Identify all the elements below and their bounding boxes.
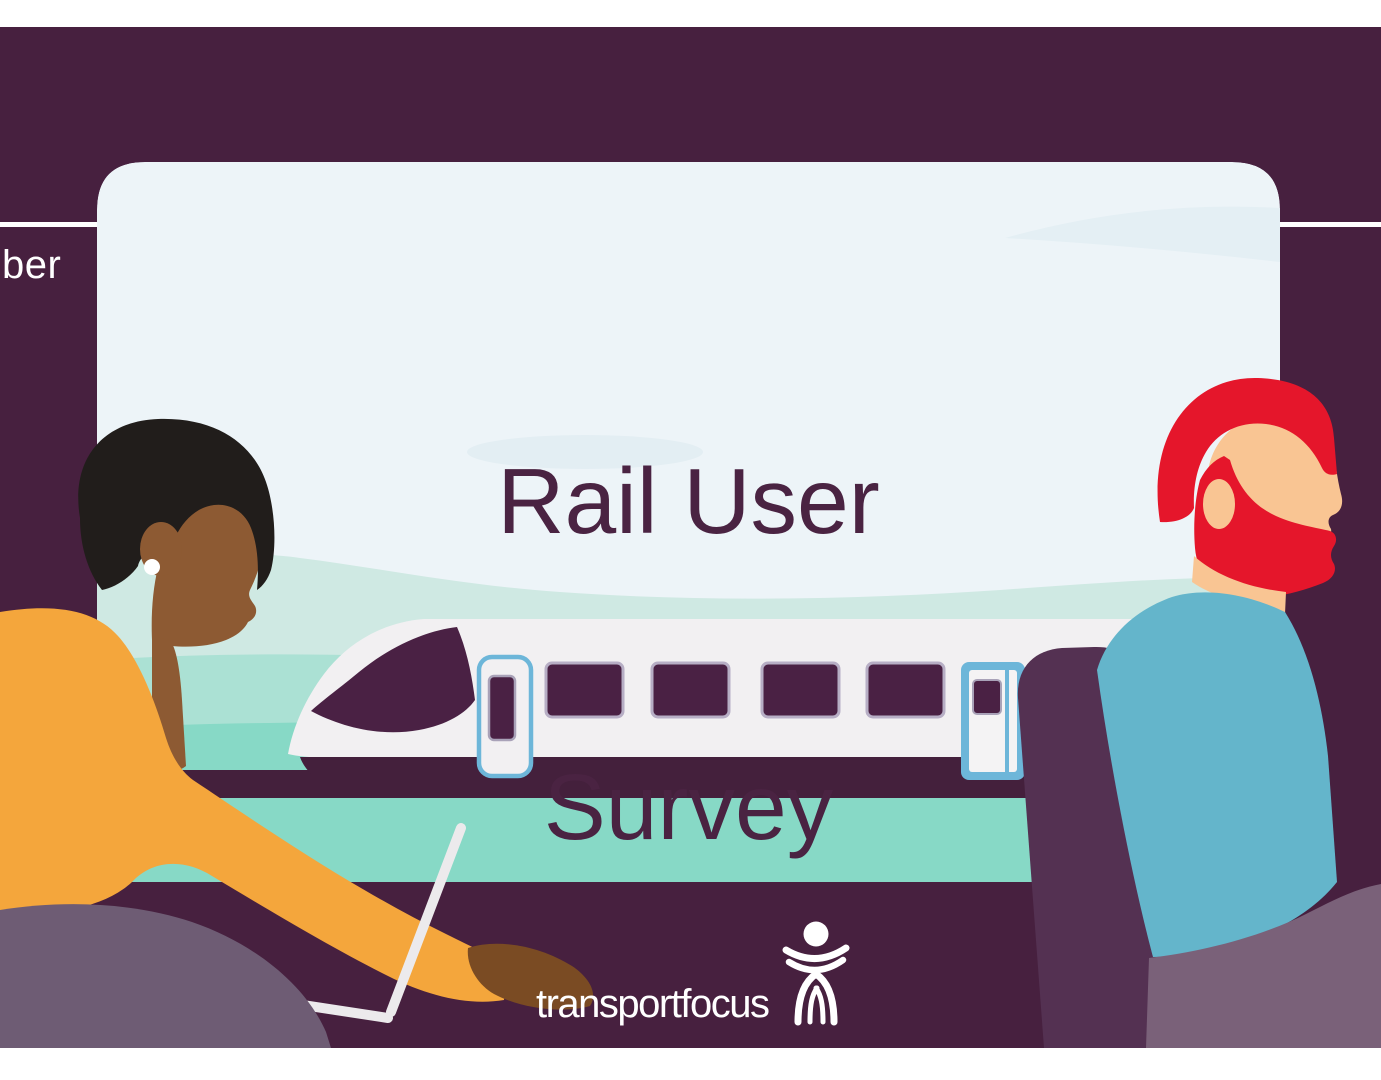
train-window-1: [544, 661, 625, 719]
transportfocus-person-icon: [782, 921, 850, 1026]
man-passenger: [1097, 377, 1381, 1048]
distant-hill: [1005, 206, 1280, 262]
train-window-3: [760, 661, 841, 719]
woman-hand: [467, 943, 594, 1010]
cloud: [467, 435, 703, 469]
train-door-rear: [961, 662, 1025, 780]
train-window: [97, 162, 1280, 1080]
transportfocus-logo: transportfocus: [536, 982, 770, 1026]
train-door-front-glass: [487, 674, 517, 742]
intercity-train: [288, 619, 1165, 780]
logo-wordmark: transportfocus: [536, 982, 770, 1026]
man-shirt: [1097, 592, 1337, 957]
partial-date-text: ber: [2, 243, 62, 287]
woman-seat: [0, 904, 331, 1048]
bottom-white-strip: [0, 1048, 1381, 1080]
page-title-line1: Rail User: [497, 449, 880, 553]
man-neck: [1192, 556, 1286, 614]
man-hair: [1157, 377, 1337, 523]
woman-passenger-with-laptop: [0, 418, 594, 1048]
man-ear: [1203, 479, 1235, 529]
page-title-line2: Survey: [543, 755, 834, 859]
page-title: Rail User Survey: [97, 246, 1280, 1062]
woman-hair: [78, 418, 275, 590]
woman-earring: [144, 559, 160, 575]
man-seat-cushion: [1146, 884, 1381, 1048]
train-window-4: [865, 661, 946, 719]
woman-top: [0, 608, 508, 1002]
rule-line-right: [1280, 222, 1381, 227]
train-window-2: [650, 661, 731, 719]
train-windscreen: [311, 627, 475, 733]
top-white-strip: [0, 0, 1381, 27]
rule-line-left: [0, 222, 97, 227]
